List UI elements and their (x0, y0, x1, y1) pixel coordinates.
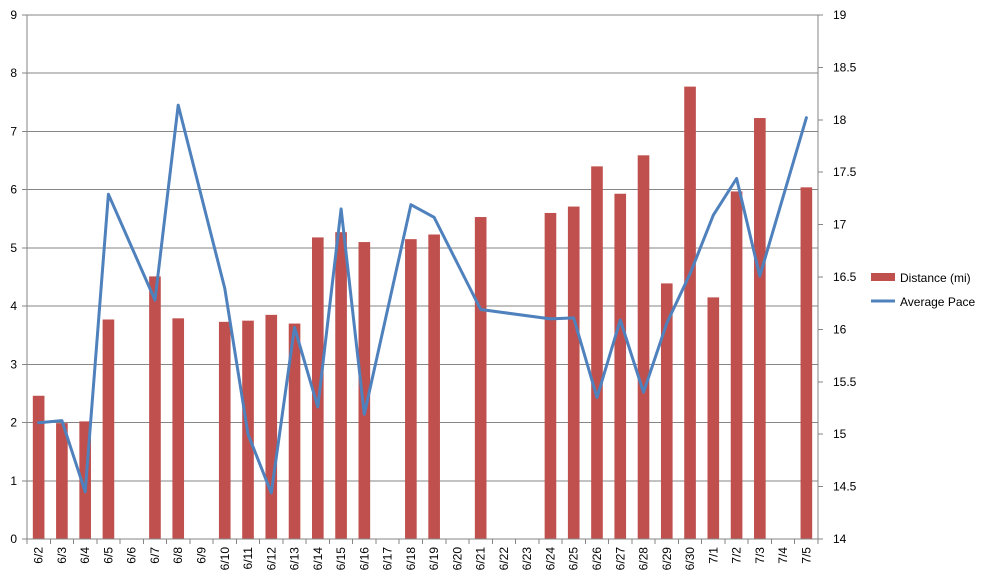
x-tick-label: 6/26 (590, 547, 604, 571)
right-tick-label: 16 (833, 322, 847, 336)
distance-bar (544, 212, 557, 539)
right-tick-label: 18.5 (833, 60, 857, 74)
distance-bar (428, 234, 440, 539)
x-axis-ticks: 6/2 6/3 6/4 6/5 6/6 6/7 6/8 6/9 6/10 6/11 6/12 6/13… (26, 539, 819, 571)
distance-bar (730, 191, 743, 539)
legend: Distance (mi) Average Pace (871, 271, 975, 309)
x-tick-label: 6/3 (55, 547, 69, 564)
distance-bars (32, 86, 813, 540)
distance-bar (358, 242, 371, 540)
x-tick-label: 6/28 (637, 547, 651, 571)
distance-bar (56, 423, 68, 539)
x-tick-label: 6/17 (381, 547, 395, 571)
pace-line-path (37, 103, 808, 495)
distance-bar (800, 187, 813, 540)
x-tick-label: 6/9 (194, 547, 208, 564)
left-tick-label: 3 (10, 357, 17, 371)
x-tick-label: 7/2 (730, 547, 744, 564)
distance-bar (591, 166, 603, 539)
distance-bar (32, 395, 45, 539)
distance-bar (288, 323, 301, 539)
right-tick-label: 16.5 (833, 270, 857, 284)
x-tick-label: 6/16 (357, 547, 371, 571)
distance-bar (405, 239, 417, 539)
x-tick-label: 6/23 (520, 547, 534, 571)
distance-bar (335, 232, 347, 539)
x-tick-label: 6/27 (613, 547, 627, 571)
x-tick-label: 6/15 (334, 547, 348, 571)
left-tick-label: 1 (10, 474, 17, 488)
distance-bar (754, 118, 766, 539)
x-tick-label: 6/8 (171, 547, 185, 564)
x-tick-label: 6/13 (288, 547, 302, 571)
left-tick-label: 9 (10, 8, 17, 22)
x-tick-label: 6/14 (311, 547, 325, 571)
left-tick-label: 6 (10, 183, 17, 197)
x-tick-label: 7/5 (799, 547, 813, 564)
distance-bar (218, 321, 231, 539)
distance-bar (707, 297, 720, 539)
distance-bar (311, 237, 324, 540)
x-tick-label: 6/4 (78, 547, 92, 564)
x-tick-label: 6/30 (683, 547, 697, 571)
distance-bar (149, 276, 161, 539)
distance-bar (567, 206, 580, 539)
distance-bar (637, 155, 650, 539)
x-tick-label: 6/22 (497, 547, 511, 571)
right-tick-label: 17 (833, 218, 847, 232)
distance-bar (172, 318, 185, 539)
x-tick-label: 6/21 (474, 547, 488, 571)
distance-bar (265, 314, 278, 539)
left-tick-label: 7 (10, 124, 17, 138)
distance-bar (660, 283, 673, 539)
x-tick-label: 6/20 (450, 547, 464, 571)
left-tick-label: 2 (10, 416, 17, 430)
left-axis-ticks: 0 1 2 3 4 5 6 7 8 9 (10, 8, 27, 546)
right-tick-label: 19 (833, 8, 847, 22)
x-tick-label: 7/4 (776, 547, 790, 564)
distance-bar (684, 86, 696, 539)
x-tick-label: 6/11 (241, 547, 255, 570)
right-tick-label: 14 (833, 532, 847, 546)
legend-distance-swatch (871, 273, 895, 281)
x-tick-label: 6/29 (660, 547, 674, 571)
legend-pace-label: Average Pace (900, 295, 975, 309)
right-tick-label: 15 (833, 427, 847, 441)
left-tick-label: 4 (10, 299, 17, 313)
pace-line (37, 103, 808, 495)
right-tick-label: 14.5 (833, 480, 857, 494)
x-tick-label: 6/12 (264, 547, 278, 571)
left-tick-label: 8 (10, 66, 17, 80)
x-tick-label: 6/18 (404, 547, 418, 571)
legend-distance-label: Distance (mi) (900, 271, 971, 285)
x-tick-label: 6/7 (148, 547, 162, 564)
distance-bar (474, 217, 487, 539)
distance-bar (614, 193, 627, 539)
x-tick-label: 6/19 (427, 547, 441, 571)
left-tick-label: 5 (10, 241, 17, 255)
x-tick-label: 6/6 (125, 547, 139, 564)
right-tick-label: 17.5 (833, 165, 857, 179)
right-axis-ticks: 14 14.5 15 15.5 16 16.5 17 17.5 18 18.5 19 (818, 8, 857, 546)
distance-bar (102, 319, 115, 539)
x-tick-label: 7/1 (706, 547, 720, 564)
x-tick-label: 6/5 (101, 547, 115, 564)
x-tick-label: 6/10 (218, 547, 232, 571)
x-tick-label: 7/3 (753, 547, 767, 564)
x-tick-label: 6/25 (567, 547, 581, 571)
x-tick-label: 6/24 (543, 547, 557, 571)
right-tick-label: 15.5 (833, 375, 857, 389)
left-tick-label: 0 (10, 532, 17, 546)
x-tick-label: 6/2 (32, 547, 46, 564)
right-tick-label: 18 (833, 113, 847, 127)
